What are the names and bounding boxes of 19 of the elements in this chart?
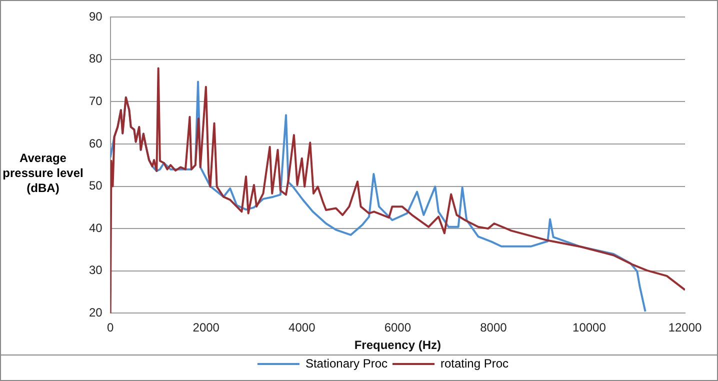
y-tick-label: 60: [88, 136, 103, 150]
y-tick-label: 90: [88, 9, 103, 24]
y-tick-label: 20: [88, 306, 103, 320]
x-tick-label: 2000: [192, 320, 220, 335]
x-tick-label: 12000: [668, 320, 702, 335]
y-tick-label: 80: [88, 52, 103, 66]
y-tick-label: 40: [88, 220, 103, 235]
x-axis-title: Frequency (Hz): [354, 338, 442, 352]
x-tick-label: 10000: [572, 320, 606, 335]
x-tick-label: 8000: [480, 320, 508, 335]
y-tick-label: 30: [88, 263, 103, 278]
y-tick-label: 70: [88, 94, 103, 108]
x-tick-label: 0: [107, 320, 114, 335]
legend-label: rotating Proc: [440, 356, 509, 370]
x-tick-label: 6000: [384, 320, 412, 335]
y-tick-label: 50: [88, 178, 103, 193]
y-axis-title: Average pressure level (dBA): [2, 151, 84, 196]
x-tick-label: 4000: [288, 320, 316, 335]
legend-label: Stationary Proc: [305, 356, 388, 370]
